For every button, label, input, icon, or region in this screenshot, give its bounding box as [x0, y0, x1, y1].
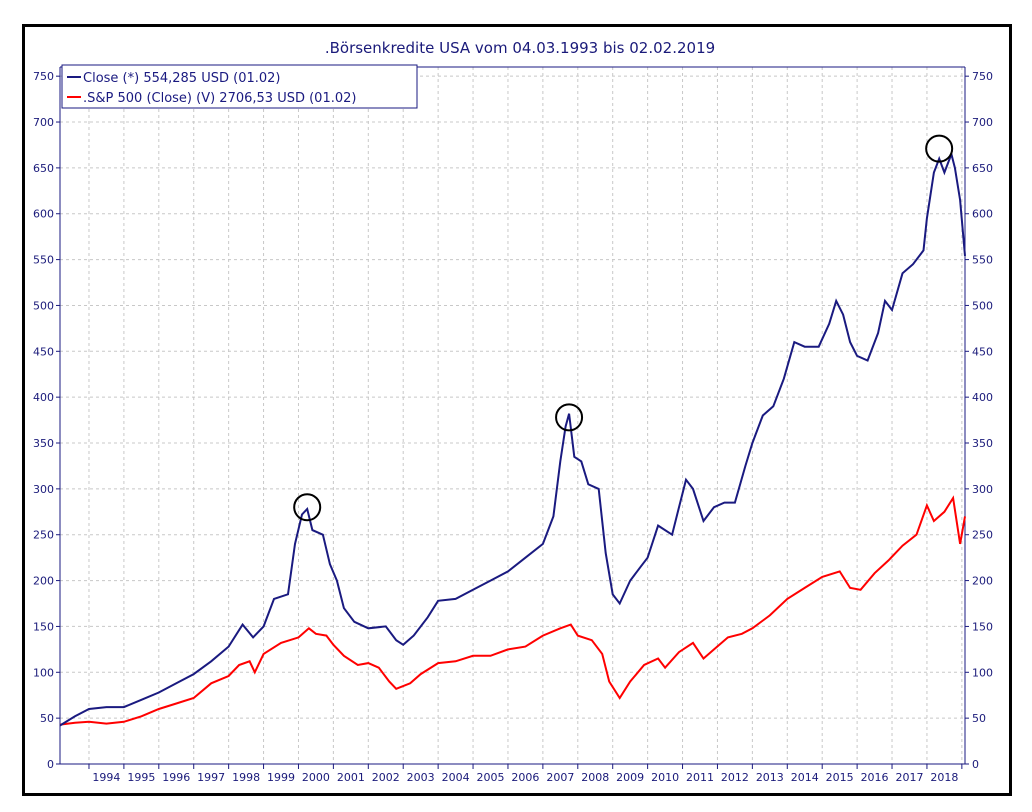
y-tick-label-right: 650	[972, 162, 993, 175]
y-tick-label-left: 500	[33, 299, 54, 312]
x-tick-label: 1995	[127, 771, 155, 784]
legend-label-close: Close (*) 554,285 USD (01.02)	[83, 71, 280, 86]
y-tick-label-right: 100	[972, 666, 993, 679]
x-tick-label: 1999	[267, 771, 295, 784]
x-tick-label: 2000	[302, 771, 330, 784]
y-tick-label-left: 400	[33, 391, 54, 404]
y-tick-label-right: 750	[972, 70, 993, 83]
y-tick-label-left: 450	[33, 345, 54, 358]
axes: 0 0 50 50 100 100 150 150 200 200 250 250 300 300 350 3…	[33, 66, 993, 784]
y-tick-label-left: 750	[33, 70, 54, 83]
x-tick-label: 1994	[92, 771, 120, 784]
x-tick-label: 2009	[616, 771, 644, 784]
chart-frame: 0 0 50 50 100 100 150 150 200 200 250 250 300 300 350 3…	[22, 24, 1012, 796]
y-tick-label-right: 150	[972, 620, 993, 633]
x-tick-label: 2008	[581, 771, 609, 784]
legend: Close (*) 554,285 USD (01.02) .S&P 500 (…	[61, 64, 418, 109]
y-tick-label-left: 650	[33, 162, 54, 175]
x-tick-label: 2012	[721, 771, 749, 784]
y-tick-label-left: 50	[40, 712, 54, 725]
grid	[60, 67, 965, 765]
y-tick-label-left: 150	[33, 620, 54, 633]
x-tick-label: 2011	[686, 771, 714, 784]
y-tick-label-left: 700	[33, 116, 54, 129]
x-tick-label: 2007	[546, 771, 574, 784]
y-tick-label-left: 300	[33, 483, 54, 496]
y-tick-label-right: 200	[972, 575, 993, 588]
x-tick-label: 2017	[895, 771, 923, 784]
x-tick-label: 2004	[442, 771, 470, 784]
y-tick-label-right: 450	[972, 345, 993, 358]
annotation-circle	[293, 493, 322, 522]
y-tick-label-right: 250	[972, 529, 993, 542]
x-tick-label: 2014	[791, 771, 819, 784]
chart-title: .Börsenkredite USA vom 04.03.1993 bis 02…	[325, 39, 715, 57]
x-tick-label: 1997	[197, 771, 225, 784]
x-tick-label: 1998	[232, 771, 260, 784]
annotation-circle	[555, 403, 584, 432]
legend-label-sp500: .S&P 500 (Close) (V) 2706,53 USD (01.02)	[83, 91, 356, 106]
y-tick-label-left: 100	[33, 666, 54, 679]
annotations	[293, 134, 954, 522]
x-tick-label: 2006	[511, 771, 539, 784]
x-tick-label: 2018	[930, 771, 958, 784]
y-tick-label-left: 600	[33, 208, 54, 221]
y-tick-label-right: 400	[972, 391, 993, 404]
y-tick-label-left: 200	[33, 575, 54, 588]
y-tick-label-right: 500	[972, 299, 993, 312]
annotation-circle	[925, 134, 954, 163]
x-tick-label: 2002	[372, 771, 400, 784]
y-tick-label-right: 350	[972, 437, 993, 450]
x-tick-label: 2013	[756, 771, 784, 784]
series-layer	[59, 150, 966, 727]
series-line-close	[59, 150, 966, 727]
series-line-sp500	[59, 495, 966, 726]
x-tick-label: 2003	[407, 771, 435, 784]
y-tick-label-right: 300	[972, 483, 993, 496]
x-tick-label: 2016	[861, 771, 889, 784]
y-tick-label-right: 600	[972, 208, 993, 221]
y-tick-label-right: 550	[972, 254, 993, 267]
line-chart: 0 0 50 50 100 100 150 150 200 200 250 250 300 300 350 3…	[33, 39, 993, 784]
y-tick-label-right: 700	[972, 116, 993, 129]
x-tick-label: 1996	[162, 771, 190, 784]
y-tick-label-left: 550	[33, 254, 54, 267]
y-tick-label-left: 250	[33, 529, 54, 542]
x-tick-label: 2005	[477, 771, 505, 784]
y-tick-label-left: 350	[33, 437, 54, 450]
x-tick-label: 2001	[337, 771, 365, 784]
y-tick-label-right: 0	[972, 758, 979, 771]
y-tick-label-left: 0	[47, 758, 54, 771]
y-tick-label-right: 50	[972, 712, 986, 725]
x-tick-label: 2015	[826, 771, 854, 784]
x-tick-label: 2010	[651, 771, 679, 784]
legend-box	[61, 64, 418, 109]
